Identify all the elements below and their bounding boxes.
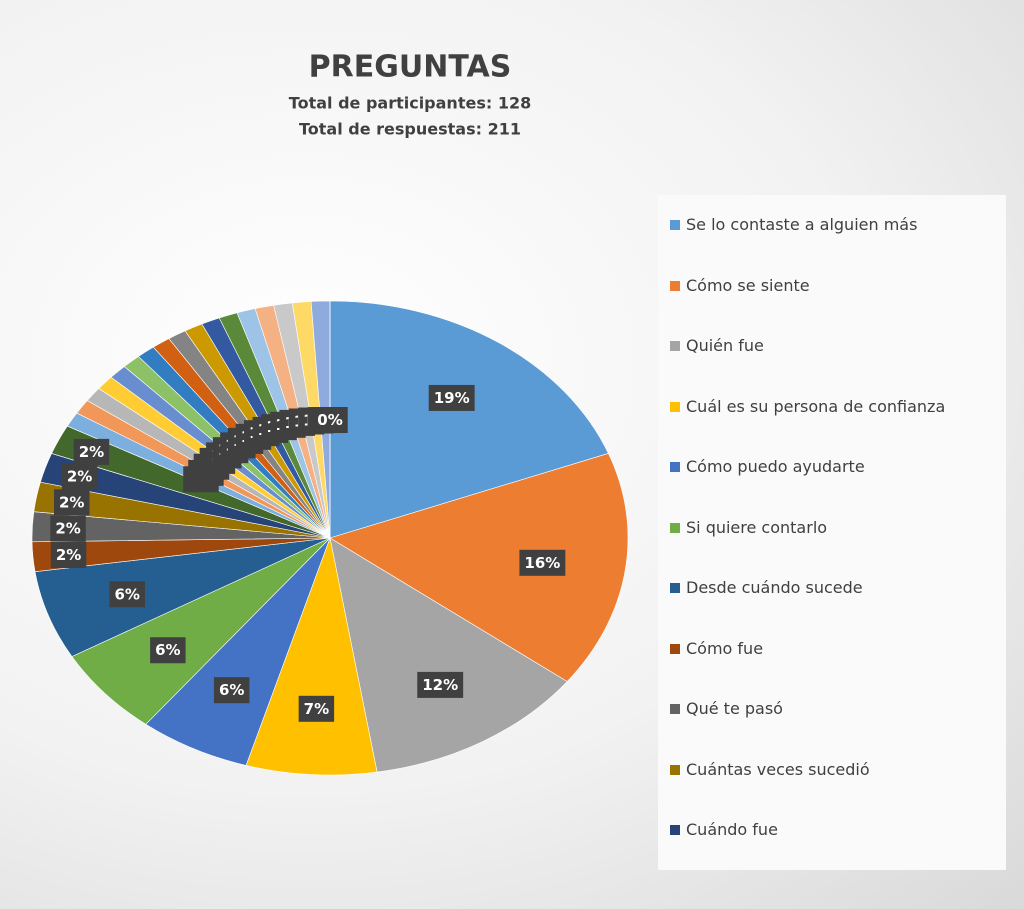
legend-item: Cómo fue (670, 639, 990, 658)
data-label-box (50, 542, 87, 569)
legend-label: Desde cuándo sucede (686, 578, 863, 597)
legend-label: Cómo fue (686, 638, 764, 658)
legend-label: Quién fue (686, 336, 764, 355)
subtitle: Total de participantes: 128 (289, 94, 531, 113)
legend-item: Cuántas veces sucedió (670, 760, 990, 779)
data-label-box (73, 438, 110, 465)
data-label-box (417, 671, 464, 698)
legend: Se lo contaste a alguien más Cómo se sien… (658, 195, 1006, 870)
data-label-box (61, 463, 98, 490)
pie-slice (329, 537, 568, 773)
data-label-box (298, 695, 335, 722)
legend-swatch (670, 643, 680, 654)
legend-label: Cuántas veces sucedió (686, 759, 870, 779)
data-label-box (50, 515, 86, 542)
legend-label: Si quiere contarlo (686, 517, 828, 537)
data-label-box (312, 407, 348, 433)
data-labels: 19%16%12%7%6%6%6%2%2%2%2%2%1%1%1%1%1%1%1… (50, 384, 566, 722)
legend-item: Desde cuándo sucede (670, 578, 990, 597)
data-label-box (109, 581, 145, 608)
legend-swatch (670, 280, 680, 291)
legend-swatch (670, 825, 680, 835)
data-label: 2% (67, 468, 92, 486)
data-label-box (150, 637, 186, 664)
legend-item: Quién fue (670, 336, 990, 355)
data-label: 7% (304, 700, 329, 718)
legend-item: Cuál es su persona de confianza (670, 397, 990, 416)
data-label-box (54, 489, 90, 516)
data-label: 19% (434, 389, 470, 407)
data-label: 2% (79, 443, 104, 461)
legend-item: Qué te pasó (670, 699, 990, 718)
subtitle: Total de respuestas: 211 (299, 120, 521, 139)
data-label: 2% (56, 546, 81, 564)
legend-swatch (670, 704, 680, 714)
legend-swatch (670, 341, 680, 351)
legend-swatch (670, 522, 680, 533)
pie-slice (245, 536, 378, 776)
legend-item: Cómo puedo ayudarte (670, 457, 990, 476)
legend-label: Se lo contaste a alguien más (686, 215, 918, 234)
legend-label: Qué te pasó (686, 699, 783, 718)
data-label: 2% (59, 493, 84, 511)
data-label: 0% (317, 411, 342, 429)
legend-swatch (670, 583, 680, 593)
chart-title: PREGUNTAS (309, 50, 512, 85)
legend-label: Cómo se siente (686, 275, 810, 295)
data-label: 2% (55, 520, 80, 538)
data-label: 12% (422, 676, 458, 694)
pie-slice (329, 300, 609, 539)
legend-swatch (670, 220, 680, 230)
legend-label: Cuándo fue (686, 820, 778, 839)
legend-swatch (670, 764, 680, 775)
data-label: 16% (524, 554, 560, 572)
data-label: 6% (155, 641, 180, 659)
legend-item: Cómo se siente (670, 276, 990, 295)
legend-item: Se lo contaste a alguien más (670, 215, 990, 234)
data-label-box (519, 549, 566, 576)
legend-swatch (670, 462, 680, 472)
legend-swatch (670, 401, 680, 412)
data-label-box (213, 677, 250, 704)
legend-item: Cuándo fue (670, 820, 990, 839)
data-label: 6% (219, 681, 244, 699)
data-label-box (428, 384, 475, 411)
legend-label: Cuál es su persona de confianza (686, 396, 946, 416)
legend-item: Si quiere contarlo (670, 518, 990, 537)
pie-slice (329, 453, 629, 682)
legend-label: Cómo puedo ayudarte (686, 457, 865, 476)
data-label: 6% (115, 585, 140, 603)
